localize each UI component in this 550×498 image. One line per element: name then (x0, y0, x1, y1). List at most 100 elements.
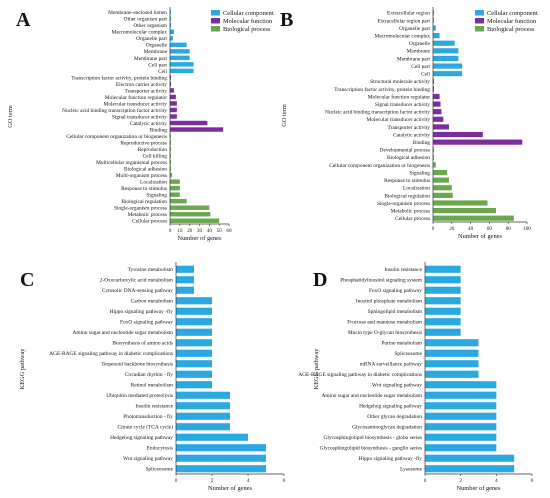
category-label: Cell part (148, 62, 167, 68)
x-tick-label: 60 (487, 226, 493, 232)
x-tick-label: 0 (424, 478, 427, 484)
x-tick-label: 0 (169, 228, 172, 234)
category-label: Lysosome (400, 467, 422, 473)
category-label: Biosynthesis of amino acids (112, 340, 173, 347)
bar (170, 81, 171, 87)
bar (170, 10, 171, 15)
category-label: Glycosphingolipid biosynthesis - globo s… (323, 435, 422, 441)
category-label: Cytosolic DNA-sensing pathway (102, 288, 174, 294)
category-label: Cell (421, 72, 430, 78)
bar (176, 286, 194, 294)
category-label: Metabolic process (391, 208, 430, 214)
category-label: Wnt signaling pathway (372, 383, 422, 389)
category-label: Mucin type O-glycan biosynthesis (348, 330, 422, 336)
bar (425, 465, 515, 473)
x-tick-label: 2 (459, 478, 462, 484)
bar (170, 62, 194, 67)
chart-panel-d: D Insulin resistance Phosphatidylinositol … (298, 262, 534, 492)
bar (176, 391, 230, 399)
bar (425, 328, 461, 336)
category-label: Structural molecule activity (370, 79, 430, 85)
category-label: Hippo signaling pathway -fly (359, 455, 423, 462)
category-label: mRNA surveillance pathway (360, 362, 423, 368)
bar (176, 307, 212, 315)
x-tick-label: 4 (495, 478, 498, 484)
bar (176, 339, 212, 347)
bar (170, 212, 211, 217)
category-label: Sphingolipid metabolism (368, 309, 423, 315)
bar (433, 55, 459, 62)
category-label: Membrane-enclosed lumen (108, 10, 167, 16)
bar (176, 276, 194, 284)
x-tick-label: 50 (217, 228, 223, 234)
bar (433, 162, 436, 168)
category-label: Response to stimulus (121, 186, 167, 192)
bar (433, 192, 453, 198)
x-tick-label: 100 (523, 226, 531, 232)
category-label: Carbon metabolism (131, 299, 174, 305)
category-label: Extracellular region part (377, 18, 430, 24)
bar (170, 29, 174, 35)
x-tick-label: 60 (226, 228, 232, 234)
bar (170, 127, 224, 132)
category-label: Insulin resistance (135, 404, 173, 410)
bar (176, 265, 194, 273)
bar (170, 179, 180, 184)
category-label: Terpenoid backbone biosynthesis (101, 362, 173, 368)
panel-letter: B (280, 9, 293, 31)
bar (170, 55, 190, 61)
bar (433, 208, 496, 214)
bar (170, 159, 171, 165)
category-label: AGE-RAGE signaling pathway in diabetic c… (49, 351, 173, 357)
bar (176, 328, 212, 336)
bar (425, 276, 461, 284)
bar (176, 444, 266, 452)
bar (170, 120, 208, 126)
category-label: Membrane part (134, 56, 168, 62)
category-label: Other glycan degradation (367, 414, 422, 420)
category-label: Membrane part (397, 56, 431, 62)
bar (176, 454, 266, 462)
bar (433, 17, 434, 23)
category-label: Retinol metabolism (131, 383, 174, 389)
category-label: Reproduction (138, 147, 168, 153)
category-label: Glycosphingolipid biosynthesis - ganglio… (320, 446, 422, 452)
category-label: Multicellular organismal process (96, 160, 167, 166)
category-label: Catalytic activity (130, 121, 167, 127)
bar (170, 36, 173, 41)
bar (170, 16, 171, 21)
category-label: Insulin resistance (384, 267, 422, 273)
x-axis-label: Number of genes (456, 485, 501, 492)
category-label: Membrane (144, 49, 168, 55)
category-label: Transcription factor activity, protein b… (334, 86, 430, 93)
panel-letter: A (16, 9, 31, 31)
legend-swatch (475, 26, 484, 32)
category-label: Biological adhesion (124, 167, 167, 173)
category-label: Cellular component organization or bioge… (329, 163, 430, 169)
bar (425, 391, 497, 399)
category-label: Membrane (407, 49, 431, 55)
bar (425, 265, 461, 273)
chart-panel-c: C Tyrosine metabolism 2-Oxocarboxylic acid… (19, 262, 286, 492)
bar (170, 185, 180, 191)
legend-entry: Biological process (487, 26, 535, 33)
bar (170, 205, 210, 210)
category-label: Molecular transducer activity (367, 117, 431, 123)
category-label: Inositol phosphate metabolism (356, 299, 423, 305)
bar (433, 139, 523, 145)
legend-entry: Biological process (223, 26, 271, 33)
bar (425, 318, 461, 326)
x-axis-label: Number of genes (208, 485, 253, 492)
category-label: Molecular transducer activity (104, 101, 168, 107)
legend-swatch (211, 18, 220, 24)
category-label: Amino sugar and nucleotide sugar metabol… (73, 330, 174, 336)
bar (433, 93, 440, 100)
bar (433, 33, 440, 39)
category-label: Nucleic acid binding transcription facto… (62, 107, 167, 114)
x-tick-label: 0 (175, 478, 178, 484)
legend-swatch (211, 10, 220, 16)
bar (170, 101, 177, 106)
bar (176, 297, 212, 305)
category-label: Reproductive process (120, 140, 167, 146)
